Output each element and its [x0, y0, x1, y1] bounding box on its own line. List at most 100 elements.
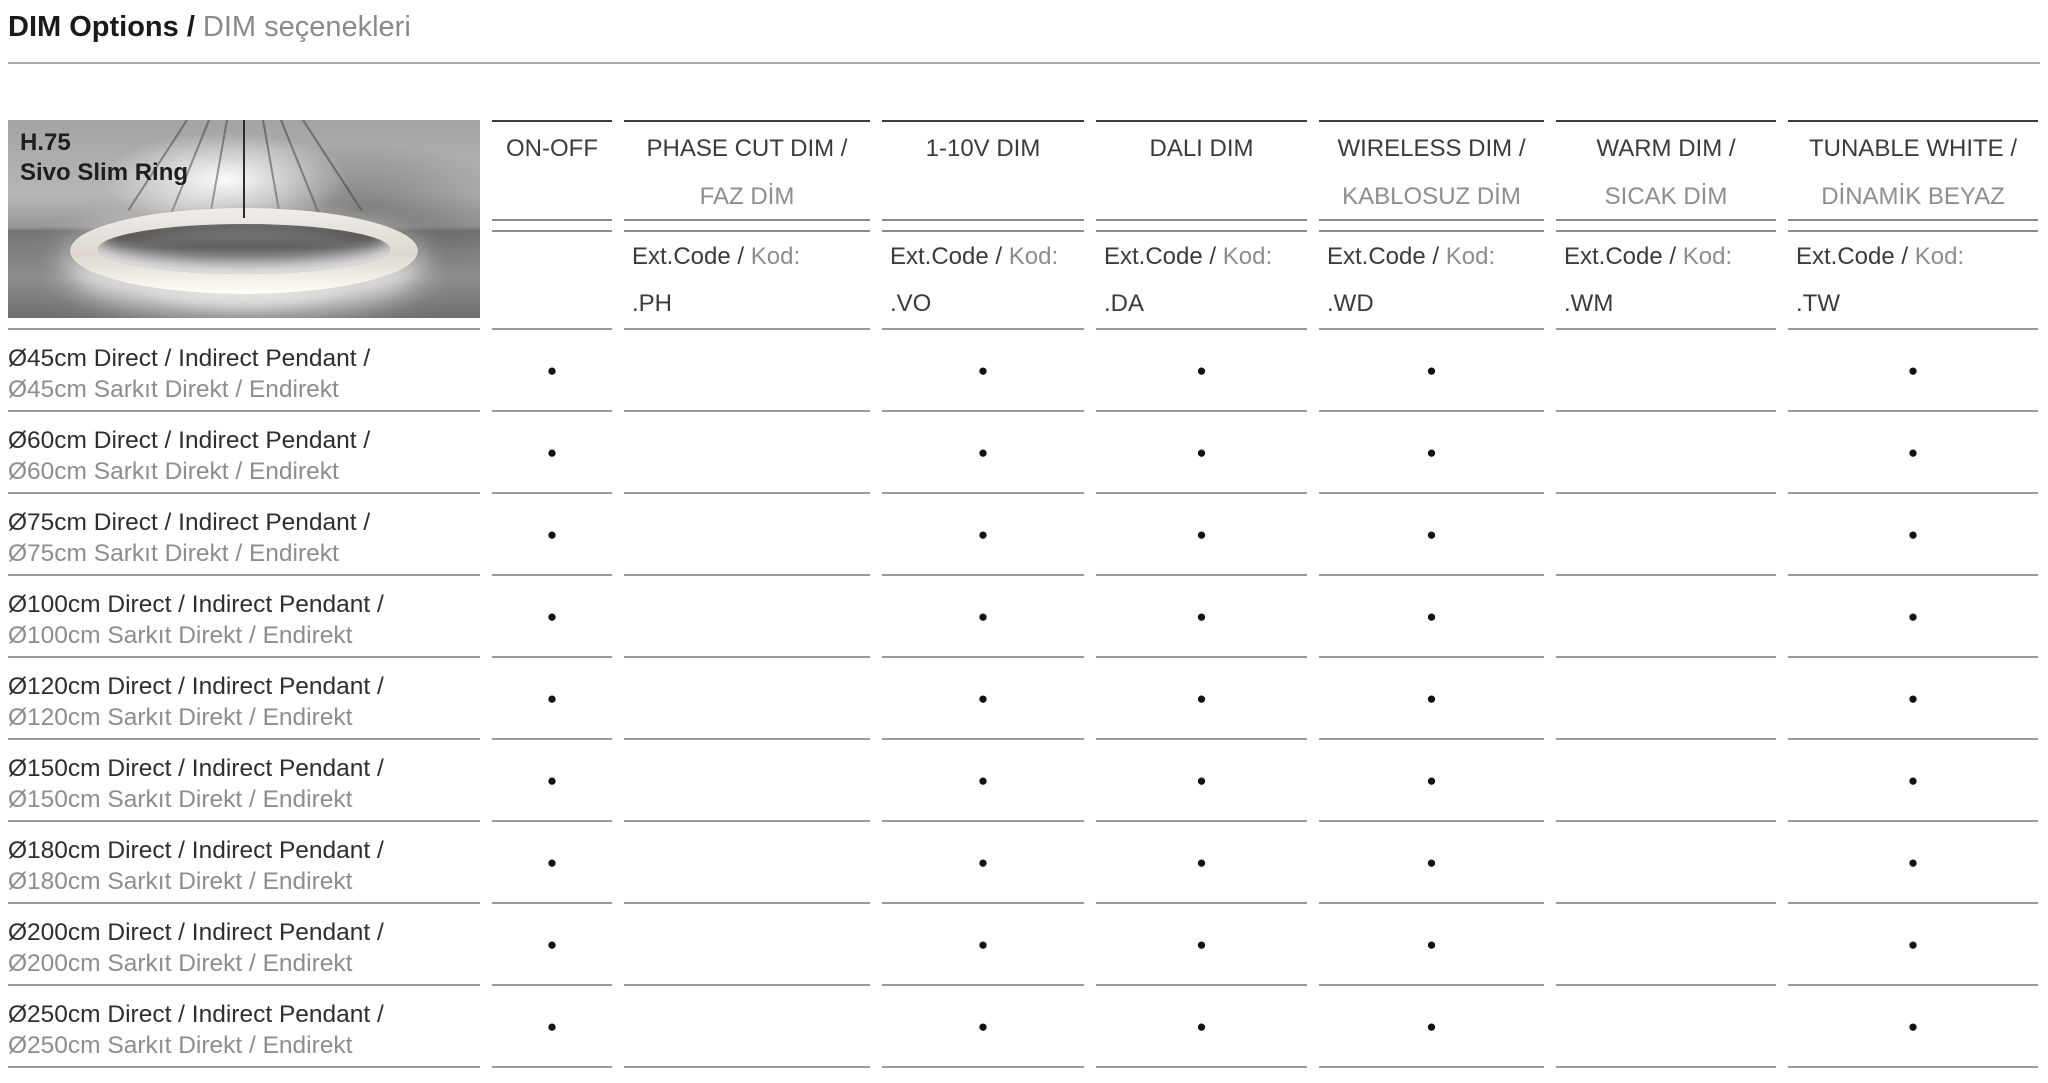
dot-cell	[624, 494, 870, 576]
availability-dot: ●	[977, 442, 989, 462]
dot-cell: ●	[1319, 986, 1544, 1068]
header-divider	[1556, 219, 1776, 232]
column-header-on-off: ON-OFF	[492, 120, 612, 219]
dot-cell	[1556, 986, 1776, 1068]
dim-options-table: H.75 Sivo Slim Ring ON-OFF PHASE CUT DIM…	[8, 120, 2040, 1068]
dot-cell: ●	[1319, 822, 1544, 904]
dot-cell	[624, 330, 870, 412]
availability-dot: ●	[1426, 770, 1437, 790]
header-divider	[1788, 219, 2038, 232]
availability-dot: ●	[1426, 1016, 1437, 1036]
title-divider	[8, 62, 2040, 64]
availability-dot: ●	[1426, 688, 1437, 708]
dot-cell: ●	[882, 494, 1084, 576]
availability-dot: ●	[1426, 524, 1437, 544]
availability-dot: ●	[1907, 442, 1919, 462]
dot-cell: ●	[1096, 412, 1307, 494]
dot-cell	[624, 576, 870, 658]
availability-dot: ●	[977, 770, 989, 790]
dot-cell: ●	[492, 740, 612, 822]
availability-dot: ●	[977, 606, 989, 626]
availability-dot: ●	[546, 688, 558, 708]
availability-dot: ●	[1196, 606, 1207, 626]
column-header-dali-dim: DALI DIM	[1096, 120, 1307, 219]
header-divider	[624, 219, 870, 232]
availability-dot: ●	[1196, 688, 1207, 708]
dot-cell: ●	[882, 822, 1084, 904]
column-header-wireless-dim: WIRELESS DIM / KABLOSUZ DİM	[1319, 120, 1544, 219]
dot-cell: ●	[492, 494, 612, 576]
page-title-tr: DIM seçenekleri	[202, 11, 411, 43]
dot-cell	[1556, 494, 1776, 576]
dot-cell	[1556, 904, 1776, 986]
dot-cell: ●	[1788, 412, 2038, 494]
availability-dot: ●	[977, 934, 989, 954]
availability-dot: ●	[1426, 606, 1437, 626]
availability-dot: ●	[1907, 770, 1919, 790]
dot-cell: ●	[882, 986, 1084, 1068]
ext-code-cell-1-10v-dim: Ext.Code / Kod: .VO	[882, 232, 1084, 330]
availability-dot: ●	[977, 852, 989, 872]
dot-cell: ●	[1788, 494, 2038, 576]
ext-code-cell-tunable-white: Ext.Code / Kod: .TW	[1788, 232, 2038, 330]
availability-dot: ●	[1196, 442, 1207, 462]
dot-cell: ●	[492, 576, 612, 658]
dot-cell	[624, 658, 870, 740]
availability-dot: ●	[546, 360, 558, 380]
column-header-tunable-white: TUNABLE WHITE / DİNAMİK BEYAZ	[1788, 120, 2038, 219]
column-header-phase-cut-dim: PHASE CUT DIM / FAZ DİM	[624, 120, 870, 219]
ext-code-cell-dali-dim: Ext.Code / Kod: .DA	[1096, 232, 1307, 330]
availability-dot: ●	[977, 1016, 989, 1036]
dot-cell: ●	[492, 904, 612, 986]
column-header-warm-dim: WARM DIM / SICAK DİM	[1556, 120, 1776, 219]
row-label: Ø250cm Direct / Indirect Pendant / Ø250c…	[8, 986, 480, 1068]
dot-cell: ●	[1788, 576, 2038, 658]
dot-cell: ●	[492, 412, 612, 494]
ext-code-cell-on-off	[492, 232, 612, 330]
dot-cell: ●	[1788, 986, 2038, 1068]
dot-cell: ●	[1096, 576, 1307, 658]
availability-dot: ●	[1196, 852, 1207, 872]
dot-cell: ●	[882, 576, 1084, 658]
dot-cell: ●	[882, 904, 1084, 986]
availability-dot: ●	[1196, 934, 1207, 954]
dot-cell: ●	[1319, 740, 1544, 822]
header-divider	[492, 219, 612, 232]
dot-cell	[1556, 330, 1776, 412]
dot-cell	[1556, 658, 1776, 740]
dot-cell: ●	[492, 822, 612, 904]
product-image-cell: H.75 Sivo Slim Ring	[8, 120, 480, 330]
row-label: Ø75cm Direct / Indirect Pendant / Ø75cm …	[8, 494, 480, 576]
product-name: Sivo Slim Ring	[20, 159, 189, 186]
availability-dot: ●	[977, 360, 989, 380]
dot-cell	[624, 904, 870, 986]
ext-code-cell-phase-cut-dim: Ext.Code / Kod: .PH	[624, 232, 870, 330]
availability-dot: ●	[1907, 606, 1919, 626]
dot-cell: ●	[492, 330, 612, 412]
product-image: H.75 Sivo Slim Ring	[8, 120, 480, 318]
header-divider	[1096, 219, 1307, 232]
availability-dot: ●	[1426, 934, 1437, 954]
availability-dot: ●	[977, 524, 989, 544]
availability-dot: ●	[546, 770, 558, 790]
dot-cell: ●	[492, 986, 612, 1068]
row-label: Ø100cm Direct / Indirect Pendant / Ø100c…	[8, 576, 480, 658]
product-label: H.75 Sivo Slim Ring	[20, 128, 188, 188]
dot-cell: ●	[882, 740, 1084, 822]
availability-dot: ●	[546, 524, 558, 544]
page-title: DIM Options / DIM seçenekleri	[8, 10, 2040, 44]
availability-dot: ●	[1907, 524, 1919, 544]
suspension-cable	[280, 120, 323, 221]
availability-dot: ●	[977, 688, 989, 708]
dot-cell	[1556, 412, 1776, 494]
dot-cell: ●	[1319, 494, 1544, 576]
availability-dot: ●	[1907, 852, 1919, 872]
availability-dot: ●	[546, 1016, 558, 1036]
availability-dot: ●	[1907, 934, 1919, 954]
availability-dot: ●	[1196, 1016, 1207, 1036]
row-label: Ø45cm Direct / Indirect Pendant / Ø45cm …	[8, 330, 480, 412]
dot-cell	[1556, 822, 1776, 904]
availability-dot: ●	[1426, 442, 1437, 462]
availability-dot: ●	[1196, 770, 1207, 790]
